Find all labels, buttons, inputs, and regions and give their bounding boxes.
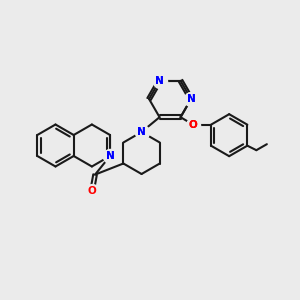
Text: N: N bbox=[155, 76, 164, 86]
Text: N: N bbox=[187, 94, 195, 104]
Text: O: O bbox=[189, 120, 197, 130]
Text: O: O bbox=[189, 120, 197, 130]
Text: N: N bbox=[187, 94, 195, 104]
Text: N: N bbox=[106, 151, 114, 161]
Text: N: N bbox=[106, 151, 114, 161]
Text: N: N bbox=[137, 127, 146, 137]
Text: N: N bbox=[155, 76, 164, 86]
Text: O: O bbox=[88, 186, 96, 196]
Text: N: N bbox=[137, 127, 146, 137]
